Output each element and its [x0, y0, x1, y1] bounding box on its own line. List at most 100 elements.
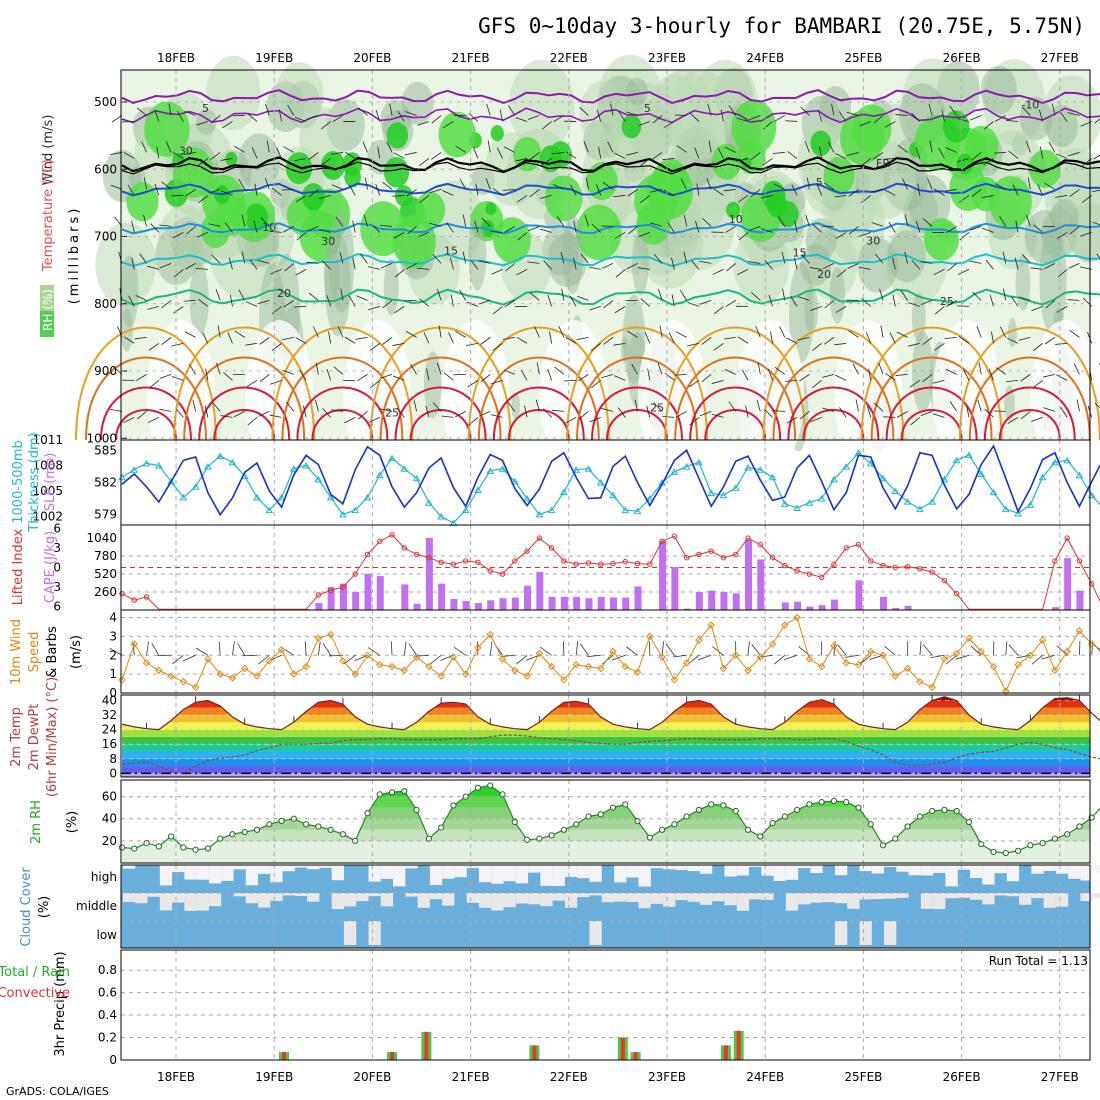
cape-bar [450, 598, 458, 610]
wind-barb [565, 416, 577, 424]
cape-bar [536, 571, 544, 610]
wind-barb [547, 294, 552, 307]
wind-barb [786, 337, 798, 344]
wind-barb [888, 222, 896, 233]
wind-barb [839, 111, 847, 122]
ytick-label: 900 [94, 364, 117, 378]
wind-barb [185, 189, 196, 197]
wind-barb [785, 120, 798, 122]
rh-point [229, 831, 236, 838]
wind-barb [380, 373, 393, 379]
wind-barb [929, 140, 933, 153]
rh-point [511, 818, 518, 826]
rh-band [121, 818, 1090, 830]
wind-barb [662, 158, 675, 161]
wind-barb [184, 263, 196, 270]
wind-barb [296, 232, 307, 241]
wind-barb [307, 226, 319, 232]
cloud-gap [798, 893, 811, 905]
wind-barb [741, 369, 749, 381]
li-point [818, 574, 825, 581]
thickness-point [584, 465, 593, 472]
rh-point [155, 843, 162, 850]
precip-convective-bar [532, 1045, 537, 1060]
wind-barb [584, 214, 589, 227]
wind-barb [569, 295, 577, 307]
isotherm-low-1 [85, 356, 207, 441]
wind-barb [319, 195, 331, 200]
wind-barb [1010, 296, 1019, 307]
wind-barb [640, 158, 651, 167]
thickness-point [719, 491, 728, 499]
wind-barb [618, 111, 626, 122]
ytick-label-slp: 1011 [32, 433, 63, 447]
li-point [683, 554, 690, 561]
wind-barb [419, 298, 430, 307]
wind-barb [349, 184, 356, 196]
wind-barb [933, 269, 945, 276]
thickness-point [302, 462, 310, 469]
cloud-gap [650, 893, 664, 904]
cloud-gap [724, 893, 737, 906]
isotherm-low-0 [860, 326, 1003, 441]
thickness-point [1063, 456, 1072, 464]
ytick-label: 585 [94, 444, 117, 458]
wind-barb [713, 306, 724, 315]
wind-barb [441, 158, 454, 161]
panel-frame [120, 609, 1091, 694]
wind-barb [1044, 263, 1056, 270]
wind-barb [306, 115, 319, 120]
wind-barb [394, 306, 405, 314]
cloud-gap [319, 865, 332, 868]
wind-barb [271, 187, 282, 196]
rh-low-shade [562, 213, 583, 294]
cloud-gap [368, 865, 381, 882]
wind-barb [895, 373, 908, 376]
rh-moist-core [576, 204, 622, 261]
rh-moist-core [321, 151, 345, 180]
rh-point [1027, 842, 1034, 849]
wind-barb [805, 214, 810, 227]
wind-barb [549, 331, 553, 344]
cape-lifted-index-panel: 6 3 0 3 6 260 520 780 1040 [53, 521, 1100, 614]
rh-point [499, 791, 506, 798]
li-point [598, 561, 604, 567]
wind-barb [432, 402, 442, 412]
date-label: 24FEB [746, 51, 784, 65]
rh-point [315, 823, 322, 830]
rh-point [1039, 839, 1046, 847]
wind-barb [590, 343, 601, 351]
wind-barb [234, 145, 245, 153]
surface-barb [146, 641, 149, 656]
precip-convective-bar [723, 1045, 728, 1060]
wind-barb [286, 401, 295, 412]
wind-barb [1020, 374, 1031, 382]
precip-panel: 0 0.2 0.4 0.6 0.8 [98, 949, 1091, 1067]
wind-barb [999, 215, 1007, 227]
wind-barb [904, 214, 908, 227]
wind-barb [978, 362, 982, 375]
wind-barb [294, 305, 307, 308]
dry-pocket [539, 320, 608, 470]
wind-barb [486, 103, 491, 116]
wind-barb [983, 158, 994, 166]
wind-barb [397, 111, 405, 122]
isotherm-low-2 [100, 386, 192, 441]
surface-barb [626, 646, 638, 656]
ytick-label-slp: 1005 [32, 484, 63, 498]
wind-barb [812, 224, 822, 233]
rh-point [818, 799, 825, 806]
surface-barb [712, 646, 724, 656]
ytick-label: 8 [109, 752, 117, 766]
run-total-annotation: Run Total = 1.13 [989, 954, 1088, 968]
wind-barb [614, 152, 626, 159]
wind-barb [466, 342, 479, 346]
wind-barb [441, 415, 454, 418]
wind-barb [332, 115, 344, 123]
wind-barb [192, 399, 197, 412]
wind-barb [360, 253, 368, 264]
wind-barb [127, 184, 135, 196]
wind-barb [578, 374, 589, 382]
wind-barb [613, 195, 626, 198]
ytick-label: 1000 [86, 431, 117, 445]
